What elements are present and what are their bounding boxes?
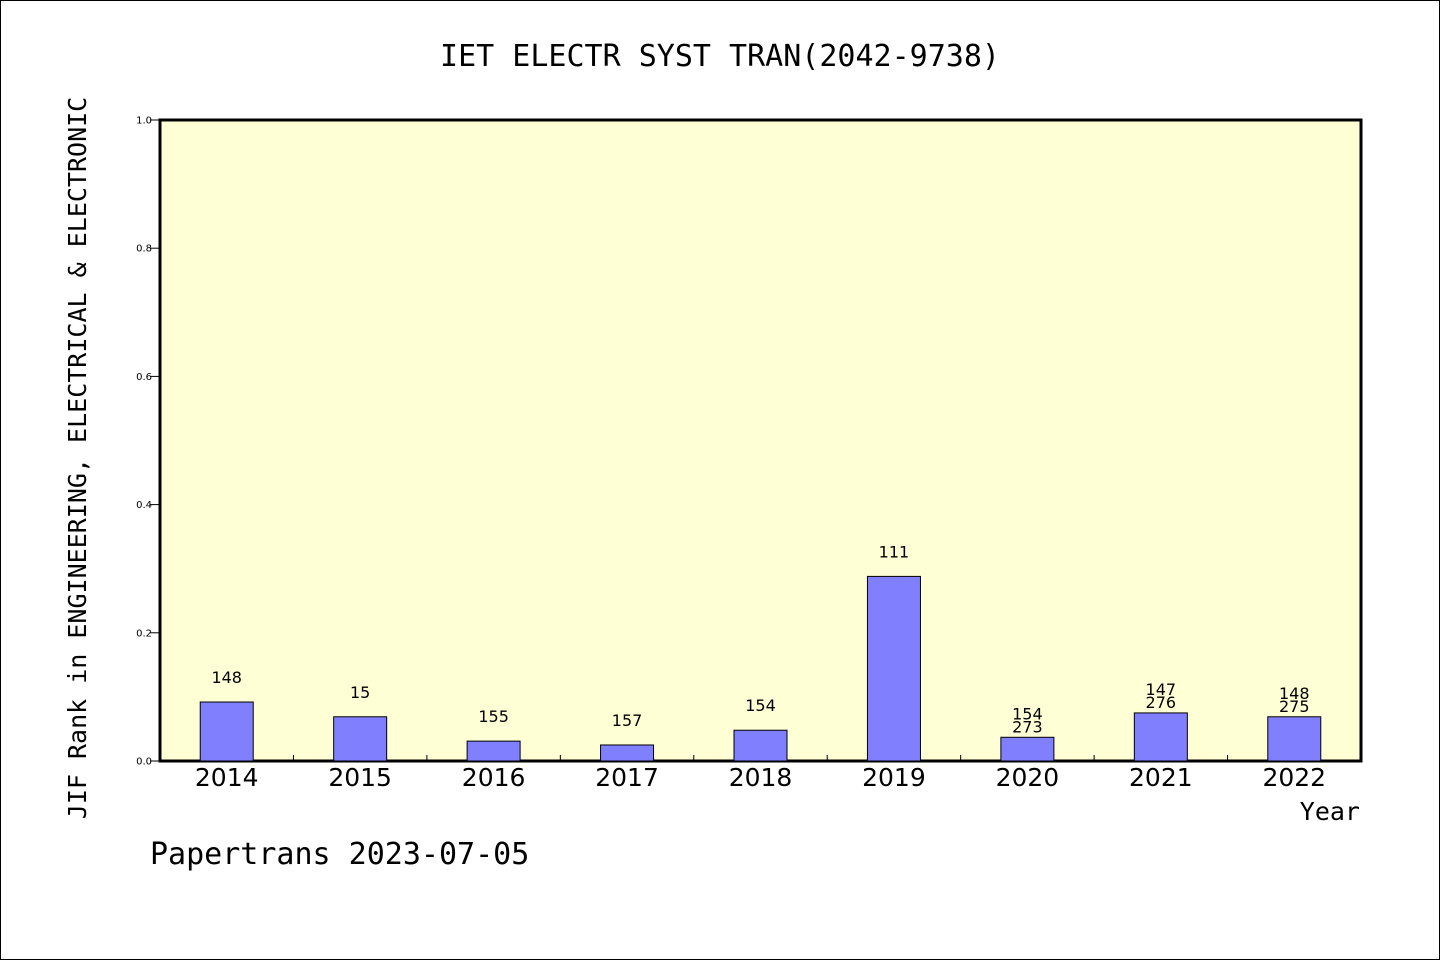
footer-credit: Papertrans 2023-07-05	[150, 837, 529, 872]
x-tick-label: 2016	[462, 763, 526, 792]
y-tick-label: 0.2	[136, 628, 152, 639]
bar-value-label: 15	[350, 683, 370, 702]
y-axis-label: JIF Rank in ENGINEERING, ELECTRICAL & EL…	[63, 97, 92, 819]
x-tick-label: 2021	[1129, 763, 1193, 792]
bars	[199, 575, 1322, 762]
x-tick-label: 2017	[595, 763, 659, 792]
x-tick-label: 2019	[862, 763, 926, 792]
bar-2017	[600, 744, 655, 762]
bar-2020	[1000, 736, 1055, 762]
bar-value-label: 148	[1279, 684, 1310, 703]
x-tick-label: 2015	[328, 763, 392, 792]
x-axis-ticks: 2014 2015 2016 2017 2018 2019 2020 2021 2022	[195, 755, 1326, 792]
bar-2018	[733, 729, 788, 762]
bar-2016	[466, 740, 521, 762]
bar-value-label: 276	[1146, 693, 1177, 712]
bar-2022	[1267, 716, 1322, 762]
y-tick-label: 0.0	[136, 757, 152, 768]
y-tick-label: 0.8	[136, 244, 152, 255]
bar-2014	[199, 701, 254, 762]
bar-value-label: 154	[745, 696, 776, 715]
y-tick-label: 1.0	[136, 116, 152, 127]
bar-value-label: 111	[879, 542, 910, 561]
y-tick-label: 0.4	[136, 500, 152, 511]
bar-2015	[333, 716, 388, 762]
bar-value-label: 155	[478, 707, 509, 726]
x-tick-label: 2020	[996, 763, 1060, 792]
x-axis-label: Year	[1300, 797, 1360, 826]
bar-value-label: 157	[612, 711, 643, 730]
bar-2021	[1133, 712, 1188, 762]
plot-area	[158, 118, 1363, 763]
x-tick-label: 2022	[1262, 763, 1326, 792]
bar-value-label: 147	[1146, 680, 1177, 699]
x-tick-label: 2018	[729, 763, 793, 792]
y-tick-label: 0.6	[136, 372, 152, 383]
bar-value-label: 273	[1012, 717, 1043, 736]
bar-value-label: 275	[1279, 697, 1310, 716]
bar-value-label: 148	[211, 668, 242, 687]
bar-2019	[866, 575, 921, 762]
y-axis-ticks: 0.0 0.2 0.4 0.6 0.8 1.0	[136, 116, 160, 768]
x-tick-label: 2014	[195, 763, 259, 792]
bar-value-label: 154	[1012, 704, 1043, 723]
chart-title: IET ELECTR SYST TRAN(2042-9738)	[440, 39, 1000, 74]
